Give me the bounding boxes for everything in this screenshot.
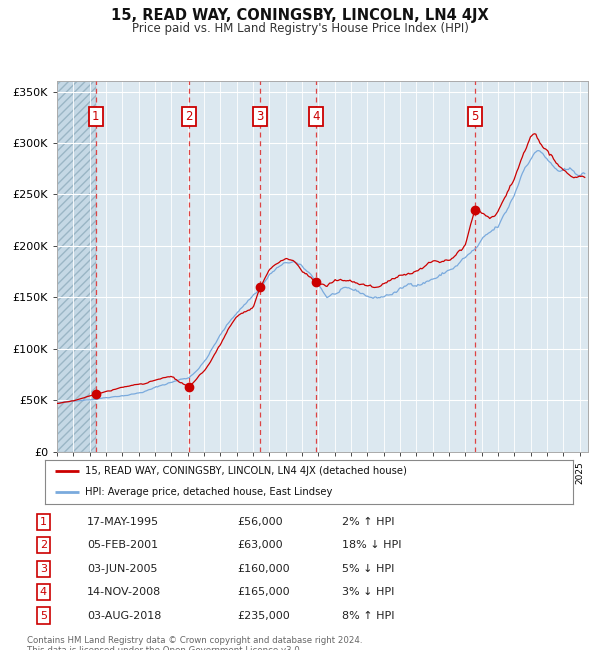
Bar: [57, 81, 96, 452]
Text: 1: 1: [92, 110, 100, 123]
Bar: [57, 81, 96, 452]
Text: 15, READ WAY, CONINGSBY, LINCOLN, LN4 4JX (detached house): 15, READ WAY, CONINGSBY, LINCOLN, LN4 4J…: [85, 467, 406, 476]
Text: 3: 3: [256, 110, 263, 123]
Text: £63,000: £63,000: [237, 540, 283, 551]
Text: Contains HM Land Registry data © Crown copyright and database right 2024.
This d: Contains HM Land Registry data © Crown c…: [27, 636, 362, 650]
Text: 2: 2: [185, 110, 193, 123]
Text: 18% ↓ HPI: 18% ↓ HPI: [342, 540, 401, 551]
Text: 3: 3: [40, 564, 47, 574]
Text: 2: 2: [40, 540, 47, 551]
Text: 15, READ WAY, CONINGSBY, LINCOLN, LN4 4JX: 15, READ WAY, CONINGSBY, LINCOLN, LN4 4J…: [111, 8, 489, 23]
Text: 05-FEB-2001: 05-FEB-2001: [87, 540, 158, 551]
Text: 8% ↑ HPI: 8% ↑ HPI: [342, 610, 395, 621]
Text: 3% ↓ HPI: 3% ↓ HPI: [342, 587, 394, 597]
Text: £160,000: £160,000: [237, 564, 290, 574]
Text: £56,000: £56,000: [237, 517, 283, 527]
Text: 2% ↑ HPI: 2% ↑ HPI: [342, 517, 395, 527]
Text: 4: 4: [313, 110, 320, 123]
Text: Price paid vs. HM Land Registry's House Price Index (HPI): Price paid vs. HM Land Registry's House …: [131, 22, 469, 35]
Text: 5: 5: [472, 110, 479, 123]
Text: 17-MAY-1995: 17-MAY-1995: [87, 517, 159, 527]
Text: 5: 5: [40, 610, 47, 621]
Text: 4: 4: [40, 587, 47, 597]
Text: £165,000: £165,000: [237, 587, 290, 597]
Text: 03-JUN-2005: 03-JUN-2005: [87, 564, 157, 574]
Text: 1: 1: [40, 517, 47, 527]
Text: HPI: Average price, detached house, East Lindsey: HPI: Average price, detached house, East…: [85, 487, 332, 497]
Text: 03-AUG-2018: 03-AUG-2018: [87, 610, 161, 621]
Text: 5% ↓ HPI: 5% ↓ HPI: [342, 564, 394, 574]
Text: £235,000: £235,000: [237, 610, 290, 621]
Text: 14-NOV-2008: 14-NOV-2008: [87, 587, 161, 597]
